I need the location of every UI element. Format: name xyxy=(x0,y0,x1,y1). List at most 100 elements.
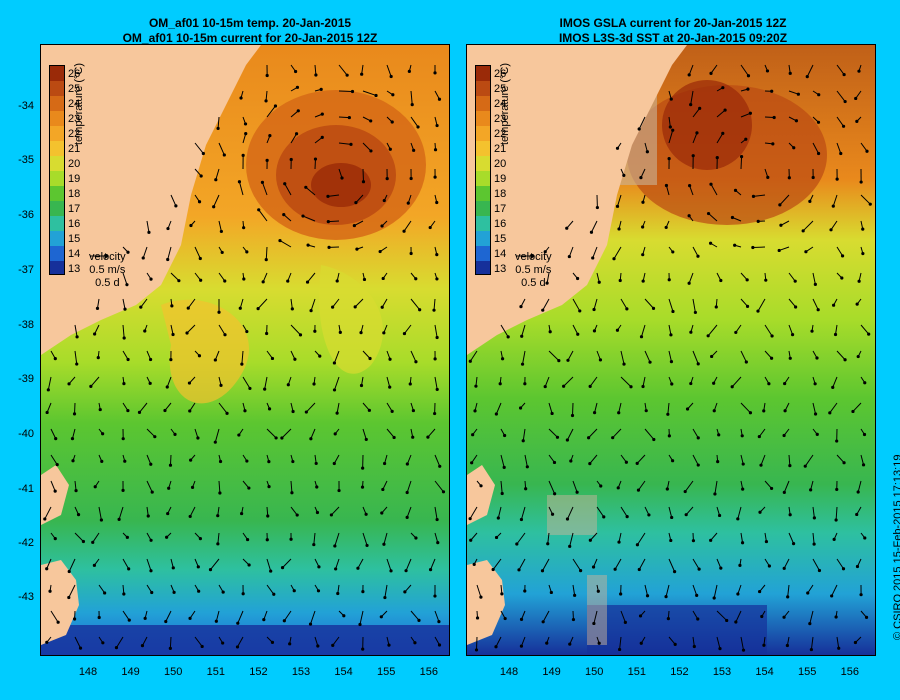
velocity-arrow-icon xyxy=(516,253,535,259)
current-arrow-head xyxy=(687,281,691,285)
current-arrow xyxy=(434,610,440,622)
current-arrow xyxy=(685,506,694,516)
current-arrow-head xyxy=(320,135,324,139)
current-arrow-head xyxy=(75,362,79,366)
current-arrow-head xyxy=(214,619,218,623)
colorbar-segment xyxy=(476,216,490,231)
current-arrow-head xyxy=(671,250,675,254)
current-arrow xyxy=(170,194,177,207)
colorbar-tick-label: 16 xyxy=(494,218,507,230)
colorbar-tick-label: 20 xyxy=(494,158,507,170)
current-arrow xyxy=(572,298,581,312)
current-arrow-head xyxy=(272,592,276,596)
current-arrow-head xyxy=(491,567,495,572)
current-arrow-head xyxy=(221,590,225,594)
current-arrow-head xyxy=(146,514,150,518)
current-arrow-head xyxy=(788,513,792,517)
current-arrow xyxy=(547,532,550,544)
current-arrow-head xyxy=(352,223,356,228)
current-arrow xyxy=(242,133,247,144)
current-arrow-head xyxy=(295,85,300,89)
current-arrow xyxy=(50,480,56,492)
current-arrow-head xyxy=(126,250,130,254)
current-arrow-head xyxy=(435,277,439,281)
current-arrow-head xyxy=(831,385,835,389)
current-arrow-head xyxy=(636,488,641,492)
current-arrow-head xyxy=(92,563,96,567)
current-arrow xyxy=(92,532,100,543)
model-current-arrows xyxy=(43,64,446,651)
current-arrow xyxy=(836,350,846,361)
current-arrow-head xyxy=(289,157,293,162)
current-arrow xyxy=(836,454,845,464)
current-arrow xyxy=(284,183,292,196)
current-arrow-head xyxy=(265,73,269,78)
current-arrow-head xyxy=(97,615,101,620)
current-arrow-head xyxy=(173,432,177,436)
current-arrow-head xyxy=(696,254,700,258)
current-arrow-head xyxy=(402,331,407,336)
current-arrow-head xyxy=(793,279,797,283)
current-arrow-head xyxy=(588,462,592,466)
current-arrow-head xyxy=(369,119,373,123)
current-arrow-head xyxy=(81,539,86,544)
current-arrow-head xyxy=(503,616,507,621)
model-sst-field xyxy=(41,45,449,655)
current-arrow-head xyxy=(523,382,527,386)
current-arrow xyxy=(404,324,412,334)
current-arrow-head xyxy=(494,412,498,416)
current-arrow-head xyxy=(591,256,595,260)
current-arrow xyxy=(362,532,368,546)
current-arrow xyxy=(836,636,840,649)
longitude-tick-label: 154 xyxy=(755,666,774,678)
current-arrow-head xyxy=(794,305,798,309)
current-arrow-head xyxy=(350,89,355,94)
current-arrow-head xyxy=(664,594,668,599)
current-arrow-head xyxy=(148,357,153,362)
current-arrow xyxy=(544,376,550,387)
current-arrow xyxy=(568,246,574,257)
current-arrow-head xyxy=(45,640,49,644)
current-arrow xyxy=(852,402,862,412)
current-arrow-head xyxy=(43,517,47,521)
colorbar-segment xyxy=(50,261,64,274)
current-arrow xyxy=(434,480,444,493)
current-arrow xyxy=(520,506,526,520)
current-arrow xyxy=(44,506,52,520)
current-arrow xyxy=(410,90,413,105)
current-arrow-head xyxy=(764,278,768,282)
current-arrow-head xyxy=(382,331,386,335)
current-arrow xyxy=(310,428,316,439)
colorbar-tick-label: 16 xyxy=(68,218,81,230)
current-arrow-head xyxy=(331,643,335,647)
current-arrow-head xyxy=(828,411,832,415)
current-arrow-head xyxy=(197,200,202,204)
current-arrow-head xyxy=(579,569,583,573)
current-arrow-head xyxy=(247,563,251,567)
current-arrow xyxy=(788,90,799,95)
current-arrow-head xyxy=(290,491,294,495)
colorbar-tick-label: 22 xyxy=(68,128,81,140)
current-arrow-head xyxy=(326,220,330,224)
current-arrow-head xyxy=(245,329,249,334)
current-arrow xyxy=(836,558,844,570)
current-arrow-head xyxy=(267,460,271,464)
current-arrow-head xyxy=(46,388,50,392)
current-arrow xyxy=(307,272,316,283)
current-arrow-head xyxy=(597,280,601,284)
current-arrow xyxy=(812,506,815,518)
current-arrow-head xyxy=(414,360,418,364)
current-arrow xyxy=(757,298,766,312)
current-arrow-head xyxy=(613,567,617,571)
current-arrow-head xyxy=(166,511,170,516)
current-arrow-head xyxy=(441,490,446,494)
current-arrow xyxy=(357,558,364,569)
current-arrow-head xyxy=(358,622,362,627)
current-arrow-head xyxy=(435,253,439,257)
current-arrow xyxy=(740,350,747,363)
current-arrow xyxy=(614,558,622,570)
current-arrow-head xyxy=(588,384,592,388)
current-arrow xyxy=(71,428,76,439)
current-arrow-head xyxy=(748,111,752,115)
current-arrow xyxy=(644,298,654,309)
